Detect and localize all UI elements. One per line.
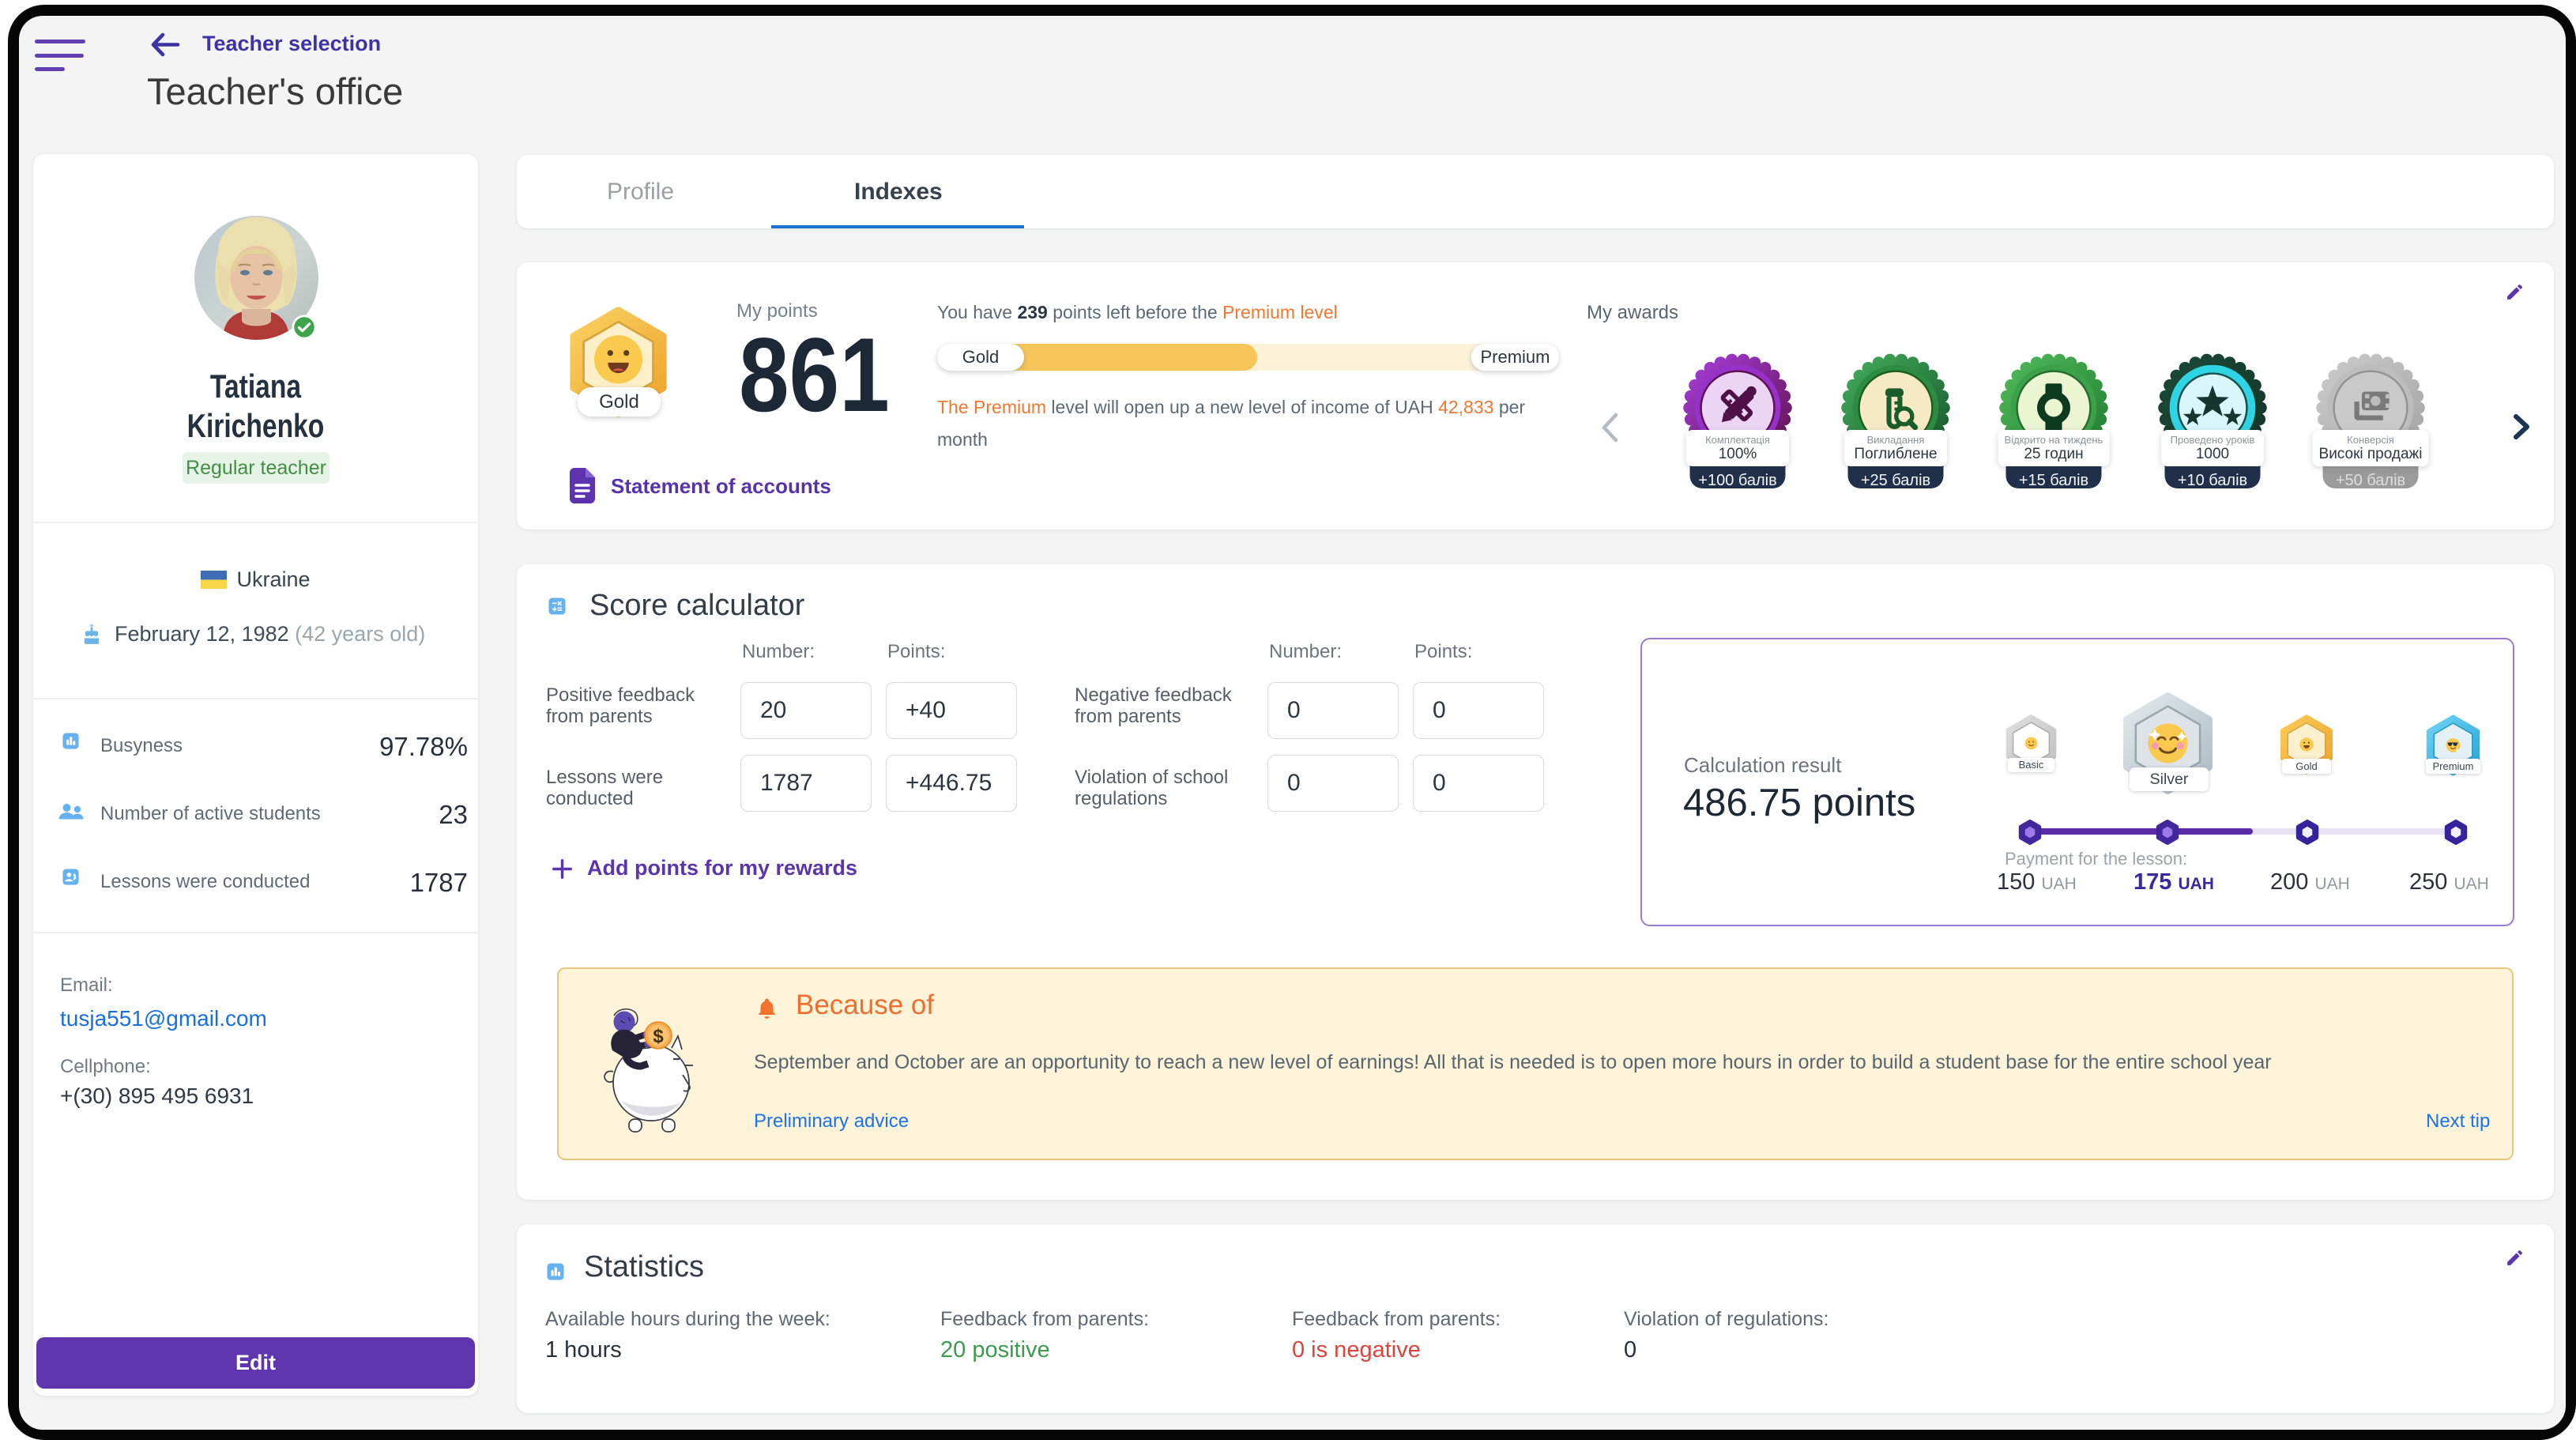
svg-text:$: $ (653, 1026, 664, 1047)
